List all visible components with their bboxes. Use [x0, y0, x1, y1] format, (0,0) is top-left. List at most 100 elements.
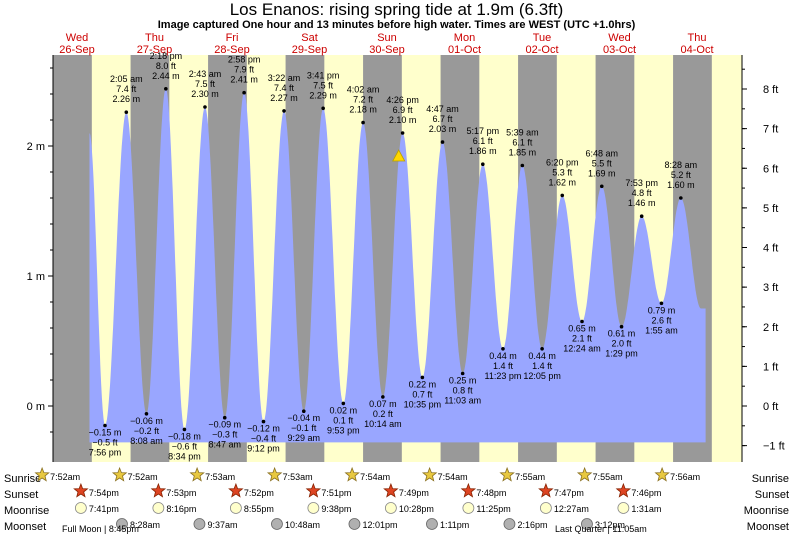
- high-tide-point: [560, 193, 565, 198]
- sunset-icon: [228, 482, 244, 498]
- astronomy-rows: Sunrise Sunrise 7:52am 7:52am 7:53am 7:53am 7:…: [4, 466, 789, 534]
- low-tide-label: 12:24 am: [563, 344, 601, 354]
- moonset-time: 2:16pm: [517, 520, 547, 530]
- chart-subtitle: Image captured One hour and 13 minutes b…: [157, 19, 636, 31]
- day-name: Wed: [66, 32, 88, 44]
- high-tide-point: [282, 109, 286, 113]
- moonrise-icon: [539, 502, 552, 514]
- left-axis-tick-label: 0 m: [27, 401, 45, 413]
- day-date: 27-Sep: [137, 44, 172, 56]
- high-tide-label: 2.41 m: [230, 75, 258, 85]
- high-tide-label: 5.3 ft: [552, 167, 573, 177]
- low-tide-label: −0.12 m: [247, 424, 280, 434]
- chart-title: Los Enanos: rising spring tide at 1.9m (…: [229, 0, 564, 19]
- day-name: Wed: [608, 32, 630, 44]
- low-tide-label: 2.1 ft: [572, 334, 593, 344]
- sunset-time: 7:54pm: [89, 488, 119, 498]
- high-tide-label: 1.69 m: [588, 168, 616, 178]
- high-tide-label: 2.30 m: [191, 89, 219, 99]
- low-tide-point: [540, 347, 544, 351]
- high-tide-label: 7.4 ft: [274, 83, 295, 93]
- sunrise-time: 7:54am: [360, 472, 390, 482]
- low-tide-label: 0.25 m: [449, 376, 477, 386]
- low-tide-label: 0.44 m: [489, 351, 517, 361]
- moonrise-icon: [307, 502, 320, 514]
- tide-area: [89, 88, 706, 443]
- low-tide-label: 0.2 ft: [373, 409, 394, 419]
- day-headers: Wed26-SepThu27-SepFri28-SepSat29-SepSun3…: [59, 32, 713, 56]
- high-tide-label: 6.1 ft: [512, 138, 533, 148]
- high-tide-point: [400, 131, 405, 135]
- low-tide-label: −0.6 ft: [172, 441, 198, 451]
- right-axis-tick-label: −1 ft: [763, 441, 785, 453]
- high-tide-label: 7.5 ft: [313, 80, 334, 90]
- row-label-right-moonrise: Moonrise: [744, 505, 789, 517]
- low-tide-label: 0.8 ft: [453, 386, 474, 396]
- low-tide-point: [619, 324, 624, 329]
- low-tide-label: −0.4 ft: [251, 434, 277, 444]
- moonrise-time: 1:31am: [631, 504, 661, 514]
- sunrise-icon: [111, 466, 128, 482]
- right-axis-tick-label: 5 ft: [763, 203, 778, 215]
- low-tide-label: −0.18 m: [168, 431, 201, 441]
- right-axis-tick-label: 0 ft: [763, 401, 778, 413]
- low-tide-point: [144, 412, 149, 416]
- high-tide-label: 6.1 ft: [473, 136, 494, 146]
- day-date: 30-Sep: [369, 44, 404, 56]
- low-tide-point: [261, 419, 266, 424]
- row-label-right-sunset: Sunset: [755, 489, 789, 501]
- sunset-icon: [150, 482, 167, 498]
- high-tide-label: 2:58 pm: [228, 55, 261, 65]
- sunset-time: 7:51pm: [321, 488, 351, 498]
- day-name: Mon: [454, 32, 475, 44]
- high-tide-label: 1.60 m: [667, 180, 695, 190]
- low-tide-label: 0.65 m: [568, 324, 596, 334]
- high-tide-point: [440, 140, 445, 144]
- low-tide-point: [580, 319, 584, 324]
- high-tide-point: [639, 214, 644, 218]
- low-tide-label: 0.7 ft: [412, 389, 433, 399]
- moonset-time: 8:28am: [130, 520, 160, 530]
- axes: 0 m 1 m 2 m −1 ft 0 ft 1 ft 2 ft 3 ft 4 ft 5 ft 6 …: [27, 55, 785, 462]
- low-tide-point: [341, 401, 346, 406]
- high-tide-label: 2.26 m: [113, 94, 141, 104]
- right-axis-tick-label: 3 ft: [763, 282, 778, 294]
- sunrise-icon: [576, 466, 593, 482]
- low-tide-label: 11:03 am: [444, 396, 481, 406]
- moonset-icon: [271, 518, 283, 530]
- current-level-marker: [392, 149, 406, 162]
- low-tide-label: 0.22 m: [409, 379, 437, 389]
- high-tide-label: 2.27 m: [270, 93, 298, 103]
- moonrise-icon: [152, 502, 165, 514]
- low-tide-label: 1.4 ft: [493, 361, 514, 371]
- high-tide-label: 6:48 am: [586, 148, 619, 158]
- low-tide-label: −0.5 ft: [92, 438, 118, 448]
- row-label-sunset: Sunset: [4, 489, 38, 501]
- high-tide-label: 2:18 pm: [150, 51, 183, 61]
- moonrise-icon: [462, 502, 475, 514]
- day-date: 29-Sep: [292, 44, 327, 56]
- sunset-icon: [538, 482, 554, 498]
- moonrise-icon: [384, 502, 397, 514]
- moonset-icon: [581, 518, 593, 530]
- right-axis-tick-label: 1 ft: [763, 361, 778, 373]
- day-name: Thu: [688, 32, 707, 44]
- high-tide-label: 4.8 ft: [632, 188, 653, 198]
- low-tide-label: 2.0 ft: [612, 339, 633, 349]
- low-tide-point: [460, 371, 465, 376]
- high-tide-label: 5:17 pm: [467, 126, 500, 136]
- low-tide-label: 7:56 pm: [89, 448, 122, 458]
- left-axis-tick-label: 1 m: [27, 271, 45, 283]
- sunset-time: 7:48pm: [476, 488, 506, 498]
- day-date: 01-Oct: [448, 44, 481, 56]
- moonrise-icon: [617, 502, 630, 514]
- low-tide-label: 1:29 pm: [605, 349, 638, 359]
- low-tide-label: −0.2 ft: [134, 426, 160, 436]
- day-date: 26-Sep: [59, 44, 94, 56]
- day-date: 02-Oct: [525, 44, 558, 56]
- low-tide-label: −0.15 m: [89, 428, 122, 438]
- low-tide-label: 8:08 am: [130, 436, 163, 446]
- left-axis-tick-label: 2 m: [27, 141, 45, 153]
- sunrise-time: 7:52am: [50, 472, 80, 482]
- high-tide-label: 7.9 ft: [234, 65, 255, 75]
